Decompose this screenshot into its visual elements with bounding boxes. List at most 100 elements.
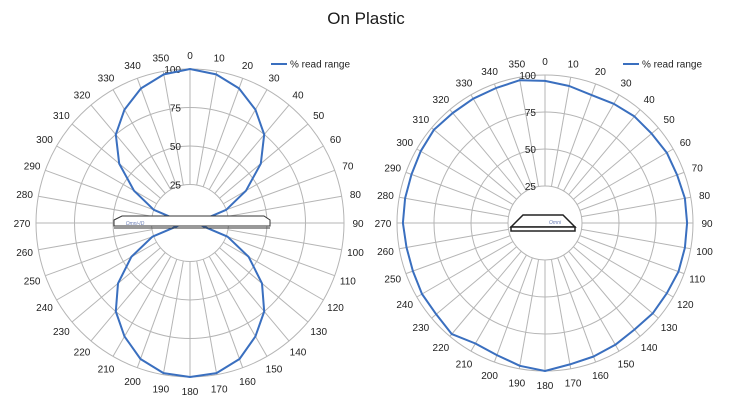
- angle-tick-label: 110: [689, 274, 705, 285]
- angle-tick-label: 140: [290, 348, 307, 359]
- grid-spoke: [162, 260, 184, 375]
- tag-base: [510, 226, 576, 232]
- grid-spoke: [136, 78, 178, 187]
- angle-tick-label: 170: [211, 384, 228, 395]
- angle-tick-label: 40: [644, 95, 656, 106]
- grid-spoke: [568, 251, 641, 337]
- grid-spoke: [405, 171, 511, 211]
- angle-tick-label: 200: [124, 377, 141, 388]
- tag-label: Omni: [549, 220, 562, 226]
- angle-tick-label: 150: [266, 364, 283, 375]
- angle-tick-label: 310: [53, 111, 70, 122]
- angle-tick-label: 10: [214, 54, 226, 65]
- grid-spoke: [431, 246, 517, 319]
- angle-tick-label: 210: [456, 359, 473, 370]
- grid-spoke: [550, 259, 572, 369]
- grid-spoke: [550, 77, 572, 187]
- grid-spoke: [573, 127, 659, 200]
- grid-spoke: [136, 259, 178, 368]
- grid-spoke: [579, 235, 685, 275]
- grid-spoke: [219, 123, 309, 199]
- grid-spoke: [45, 235, 154, 277]
- grid-spoke: [431, 127, 517, 200]
- angle-tick-label: 280: [377, 191, 394, 202]
- grid-spoke: [45, 169, 154, 211]
- grid-spoke: [573, 246, 659, 319]
- angle-tick-label: 190: [152, 384, 169, 395]
- legend-label: % read range: [642, 60, 702, 71]
- angle-tick-label: 240: [396, 300, 413, 311]
- grid-spoke: [196, 260, 218, 375]
- angle-tick-label: 0: [542, 57, 548, 68]
- grid-spoke: [162, 71, 184, 186]
- angle-tick-label: 140: [641, 343, 658, 354]
- grid-spoke: [493, 257, 533, 363]
- angle-tick-label: 200: [481, 371, 498, 382]
- angle-tick-label: 330: [98, 74, 115, 85]
- polar-chart-right: 25 50 75 100 0 10 20 30 40 50 60 70 80 90 100 110 120 130…: [375, 57, 714, 392]
- polar-chart-left: 25 50 75 100 0 10 20 30 40 50 60 70 80 90 100 110 120 130…: [14, 51, 365, 396]
- radial-tick-label: 100: [519, 71, 536, 82]
- angle-tick-label: 350: [509, 59, 526, 70]
- grid-spoke: [223, 241, 324, 301]
- grid-spoke: [226, 235, 335, 277]
- angle-tick-label: 290: [24, 162, 41, 173]
- angle-tick-label: 70: [692, 164, 704, 175]
- page-title: On Plastic: [327, 9, 405, 28]
- grid-spoke: [208, 256, 268, 357]
- angle-tick-label: 300: [396, 138, 413, 149]
- angle-tick-label: 340: [481, 67, 498, 78]
- grid-spoke: [581, 228, 691, 250]
- angle-tick-label: 280: [16, 190, 33, 201]
- radial-tick-label: 25: [525, 182, 537, 193]
- angle-tick-label: 210: [98, 364, 115, 375]
- grid-spoke: [56, 241, 157, 301]
- grid-spoke: [518, 259, 540, 369]
- angle-tick-label: 40: [292, 90, 304, 101]
- angle-tick-label: 60: [680, 138, 692, 149]
- angle-tick-label: 80: [350, 190, 362, 201]
- angle-tick-label: 50: [664, 115, 676, 126]
- angle-tick-label: 340: [124, 61, 141, 72]
- angle-tick-label: 130: [661, 323, 678, 334]
- tag-outline: [113, 215, 271, 227]
- grid-spoke: [470, 94, 527, 192]
- grid-spoke: [557, 83, 597, 189]
- angle-tick-label: 220: [433, 343, 450, 354]
- angle-tick-label: 320: [433, 95, 450, 106]
- grid-spoke: [405, 235, 511, 275]
- angle-tick-label: 300: [36, 135, 53, 146]
- angle-tick-label: 0: [187, 51, 193, 62]
- grid-spoke: [557, 257, 597, 363]
- grid-spoke: [202, 259, 244, 368]
- series-line: [114, 68, 266, 378]
- angle-tick-label: 230: [53, 327, 70, 338]
- radial-tick-label: 50: [525, 145, 537, 156]
- angle-tick-label: 240: [36, 303, 53, 314]
- grid-spoke: [576, 241, 674, 298]
- angle-tick-label: 250: [384, 274, 401, 285]
- angle-tick-label: 20: [242, 61, 254, 72]
- angle-tick-label: 110: [340, 276, 356, 287]
- grid-spoke: [399, 196, 509, 218]
- angle-tick-label: 160: [592, 371, 609, 382]
- grid-spoke: [112, 256, 172, 357]
- grid-spoke: [38, 229, 153, 251]
- angle-tick-label: 20: [595, 67, 607, 78]
- grid-spoke: [202, 78, 244, 187]
- radial-tick-label: 75: [170, 104, 182, 115]
- angle-tick-label: 230: [413, 323, 430, 334]
- grid-spoke: [112, 89, 172, 190]
- grid-spoke: [90, 104, 166, 194]
- angle-tick-label: 260: [16, 248, 33, 259]
- angle-tick-label: 70: [342, 162, 354, 173]
- angle-tick-label: 120: [327, 303, 344, 314]
- angle-tick-label: 150: [618, 359, 635, 370]
- grid-spoke: [576, 148, 674, 205]
- angle-tick-label: 180: [182, 387, 199, 396]
- angle-tick-label: 190: [509, 379, 526, 390]
- grid-spoke: [399, 228, 509, 250]
- grid-spoke: [581, 196, 691, 218]
- angle-tick-label: 170: [565, 379, 582, 390]
- grid-spoke: [38, 195, 153, 217]
